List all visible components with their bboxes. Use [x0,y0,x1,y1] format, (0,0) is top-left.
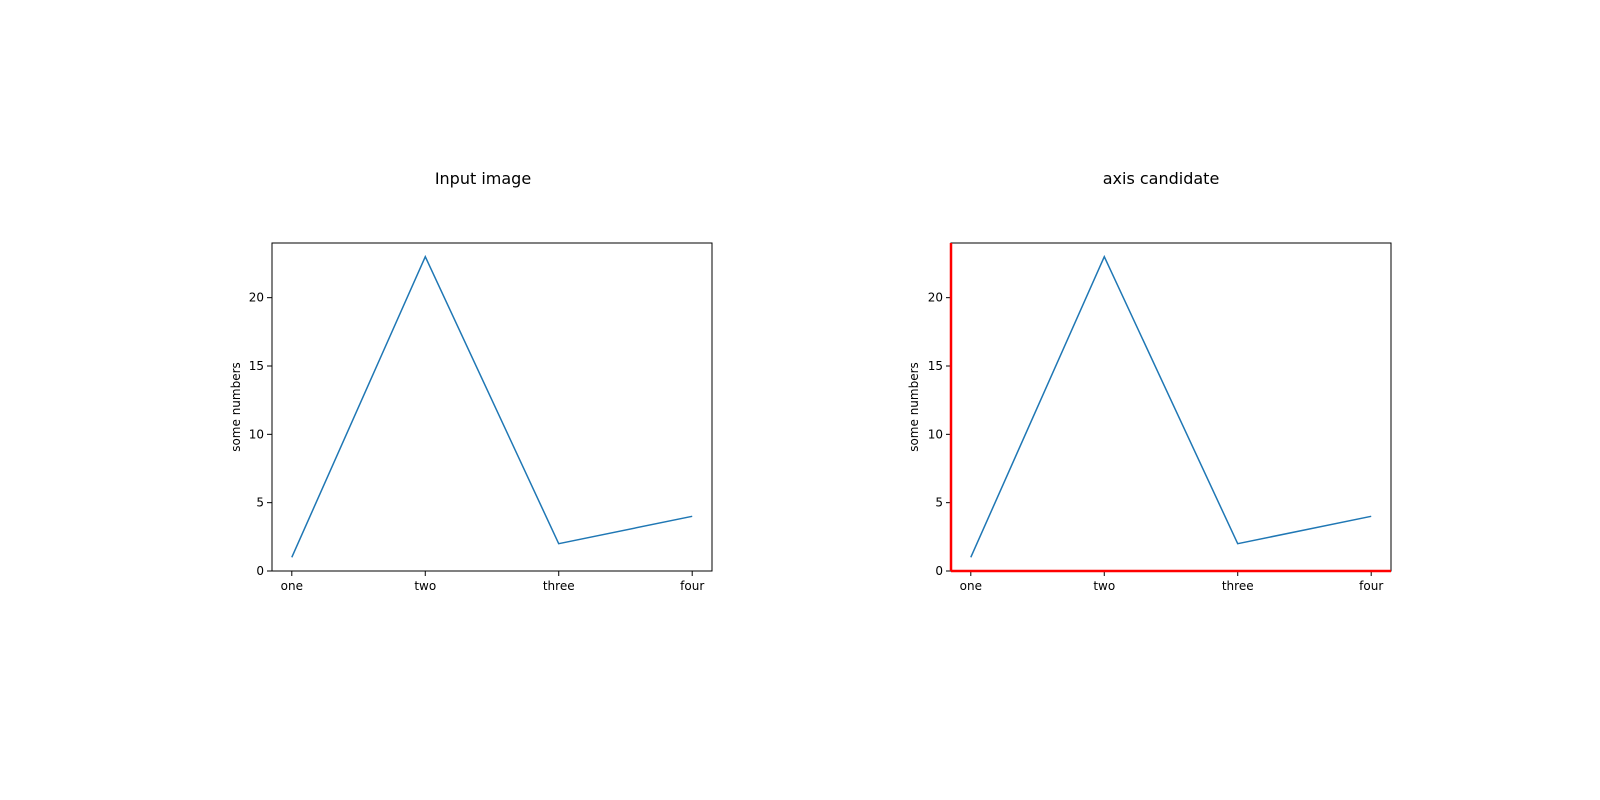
axis-candidate-title: axis candidate [1103,169,1220,188]
axis-candidate-xtick-label: three [1222,579,1254,593]
axis-candidate-y-axis-label: some numbers [907,362,921,452]
axis-candidate-ytick-label: 15 [928,359,943,373]
axis-candidate-highlight [949,243,1391,573]
axis-candidate-series-line [970,254,1372,558]
axis-candidate-ytick-label: 10 [928,427,943,441]
input-image-xtick-label: one [281,579,303,593]
input-image-y-axis-label: some numbers [229,362,243,452]
input-image-axes-frame [271,242,713,572]
axis-candidate-ytick-label: 20 [928,291,943,305]
input-image-panel: Input image some numbers 0 5 10 15 20 one two t… [229,169,713,593]
input-image-series-line [291,254,693,558]
input-image-ticks: 0 5 10 15 20 one two three four [249,291,705,593]
axis-candidate-ticks: 0 5 10 15 20 one two three four [928,291,1384,593]
axis-candidate-ytick-label: 0 [935,564,943,578]
axis-candidate-xtick-label: four [1359,579,1383,593]
axis-candidate-xtick-label: one [960,579,982,593]
axis-candidate-ytick-label: 5 [935,496,943,510]
input-image-ytick-label: 10 [249,427,264,441]
input-image-xtick-label: two [414,579,436,593]
input-image-ytick-label: 20 [249,291,264,305]
axis-candidate-xtick-label: two [1093,579,1115,593]
axis-candidate-panel: axis candidate some numbers 0 5 10 15 20 one t… [907,169,1392,593]
input-image-ytick-label: 0 [256,564,264,578]
input-image-ytick-label: 15 [249,359,264,373]
input-image-ytick-label: 5 [256,496,264,510]
input-image-xtick-label: four [680,579,704,593]
input-image-xtick-label: three [543,579,575,593]
input-image-title: Input image [435,169,531,188]
